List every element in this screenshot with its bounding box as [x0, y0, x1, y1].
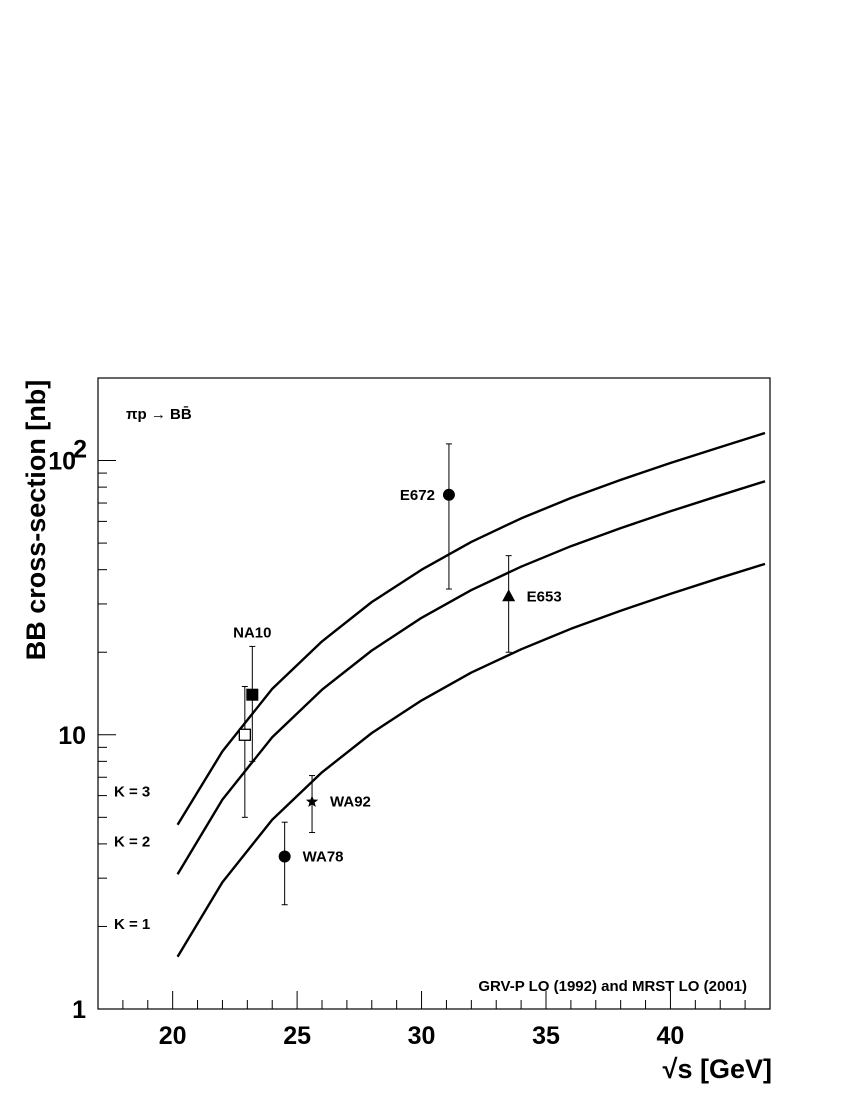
- x-tick-label: 40: [657, 1022, 685, 1050]
- plot-frame: [97, 377, 771, 1010]
- point-label: WA92: [330, 794, 371, 811]
- y-tick-exponent: 2: [73, 436, 87, 464]
- data-point: [502, 589, 516, 602]
- theory-curves: K = 3 K = 2 K = 1: [114, 431, 766, 958]
- series-curve: [176, 562, 766, 958]
- series-label: K = 2: [114, 833, 150, 850]
- point-label: E653: [527, 588, 562, 605]
- point-label: WA78: [303, 848, 344, 865]
- x-tick-label: 25: [283, 1022, 311, 1050]
- series-curve: [176, 431, 766, 826]
- series-curve: [176, 480, 766, 875]
- data-point: [278, 850, 291, 863]
- y-axis-title: BB cross-section [nb]: [21, 380, 51, 661]
- data-point: [442, 488, 455, 501]
- point-label: E672: [400, 487, 435, 504]
- x-axis-title: √s [GeV]: [663, 1054, 772, 1084]
- x-tick-label: 30: [408, 1022, 436, 1050]
- footnote: GRV-P LO (1992) and MRST LO (2001): [478, 978, 747, 995]
- y-tick-label: 10: [58, 722, 86, 750]
- data-point: [238, 728, 251, 741]
- data-point: [305, 795, 319, 807]
- x-tick-label: 35: [532, 1022, 560, 1050]
- data-point: [246, 688, 259, 701]
- y-tick-label: 10: [48, 448, 76, 476]
- x-tick-label: 20: [159, 1022, 187, 1050]
- y-tick-label: 1: [72, 996, 86, 1024]
- series-label: K = 1: [114, 916, 150, 933]
- point-label: NA10: [233, 625, 271, 642]
- data-points: E672 E653 NA10 WA92 WA78: [233, 443, 562, 906]
- process-label: πp → BB̄: [126, 405, 192, 423]
- series-label: K = 3: [114, 784, 150, 801]
